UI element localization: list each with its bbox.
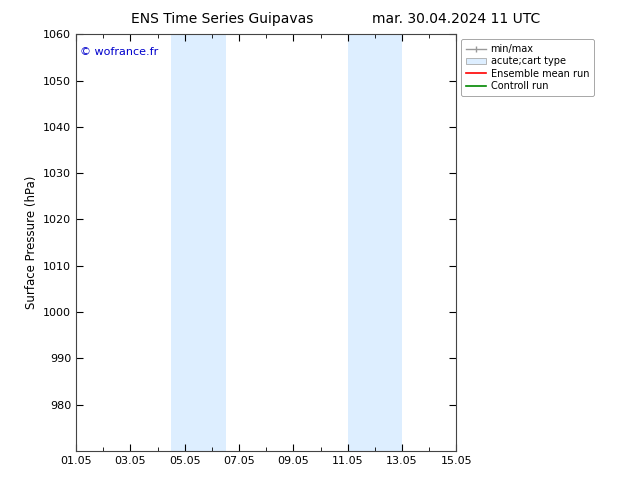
Bar bbox=[198, 34, 226, 451]
Bar bbox=[348, 34, 375, 451]
Text: © wofrance.fr: © wofrance.fr bbox=[80, 47, 158, 57]
Bar bbox=[375, 34, 402, 451]
Text: mar. 30.04.2024 11 UTC: mar. 30.04.2024 11 UTC bbox=[372, 12, 541, 26]
Bar bbox=[171, 34, 198, 451]
Legend: min/max, acute;cart type, Ensemble mean run, Controll run: min/max, acute;cart type, Ensemble mean … bbox=[462, 39, 594, 96]
Text: ENS Time Series Guipavas: ENS Time Series Guipavas bbox=[131, 12, 313, 26]
Y-axis label: Surface Pressure (hPa): Surface Pressure (hPa) bbox=[25, 176, 37, 309]
